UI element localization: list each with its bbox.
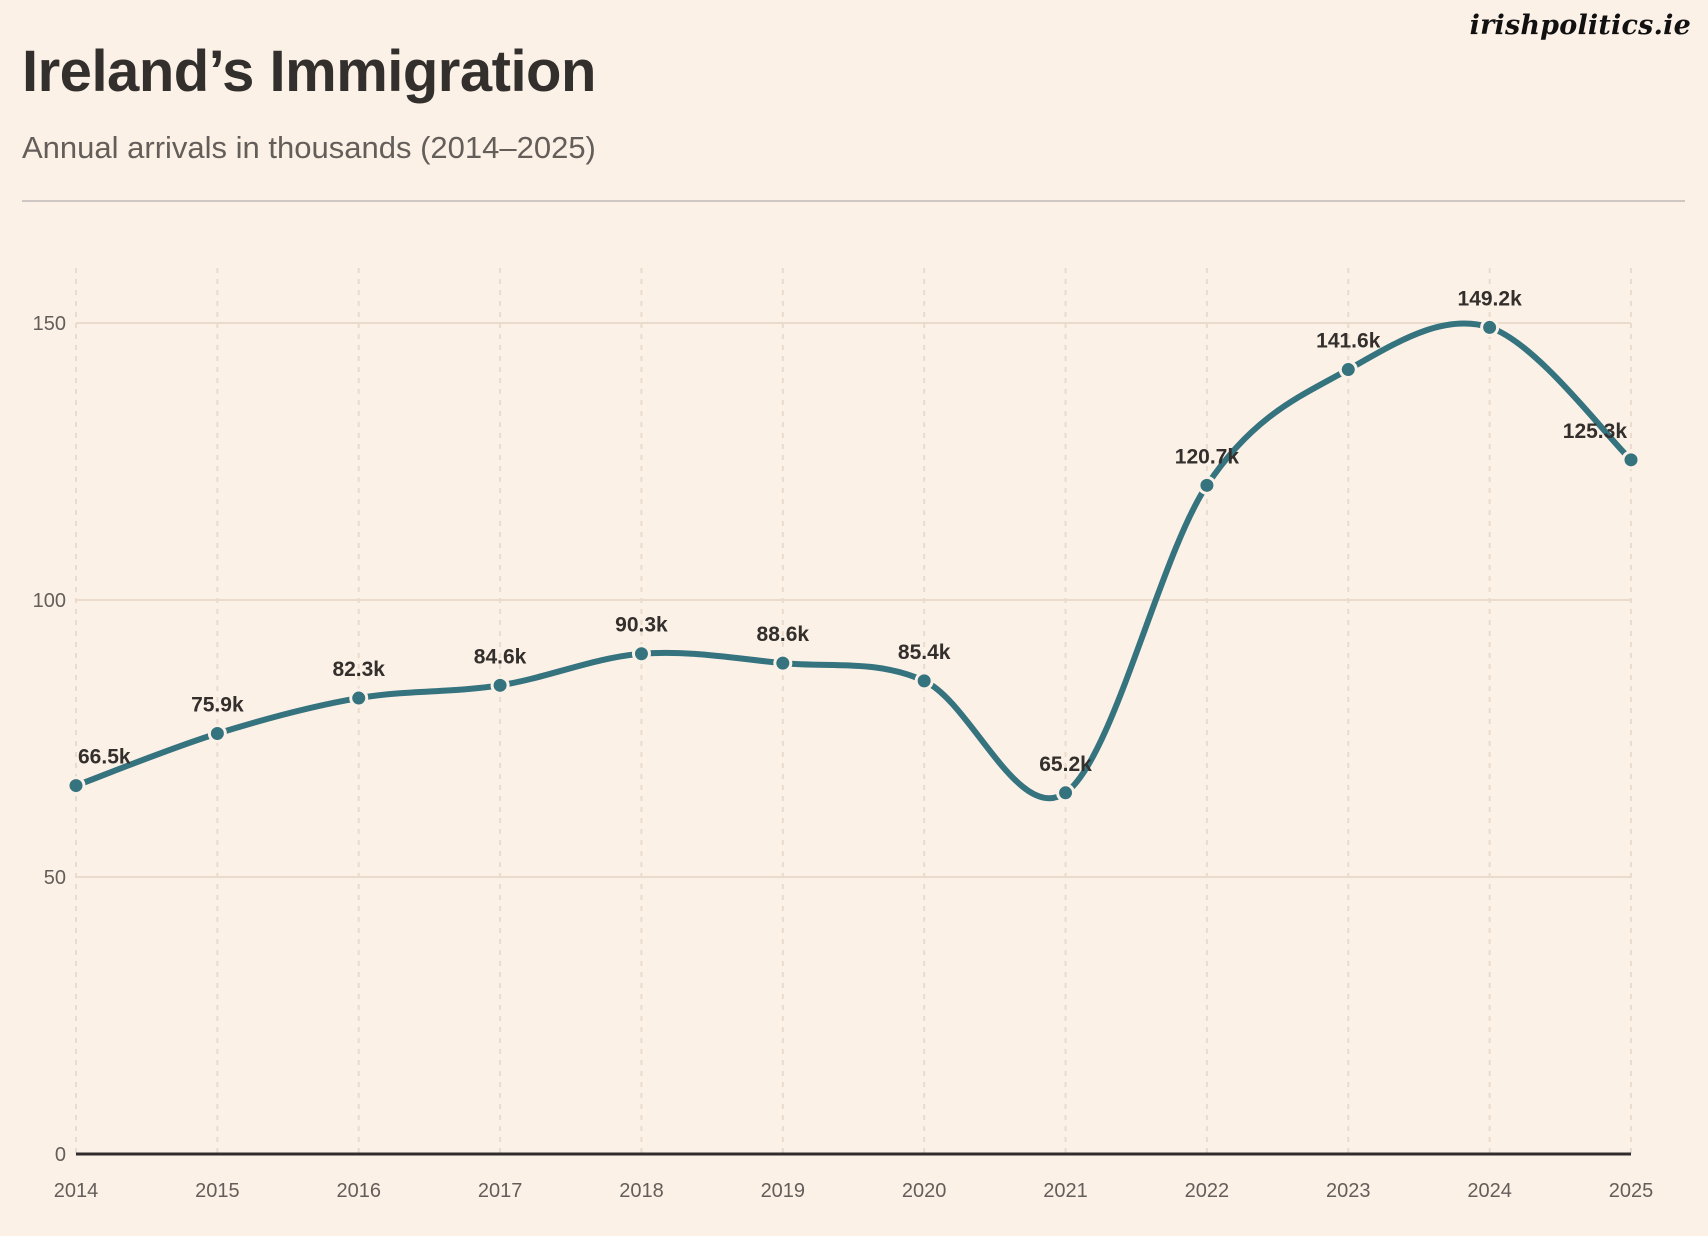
x-tick-label: 2022 <box>1185 1180 1230 1202</box>
y-tick-label: 150 <box>33 313 66 335</box>
x-tick-label: 2023 <box>1326 1180 1371 1202</box>
data-point <box>631 644 651 664</box>
data-point <box>66 776 86 796</box>
x-tick-label: 2024 <box>1467 1180 1512 1202</box>
x-axis-ticks: 2014 2015 2016 2017 2018 2019 2020 2021 2022 2023… <box>54 1180 1654 1202</box>
vertical-gridlines <box>75 268 1632 1154</box>
data-points <box>66 317 1641 803</box>
data-label: 84.6k <box>474 645 527 668</box>
data-point <box>1056 783 1076 803</box>
data-point <box>349 688 369 708</box>
y-tick-label: 50 <box>44 867 66 889</box>
horizontal-gridlines <box>76 322 1631 878</box>
data-point <box>207 724 227 744</box>
x-tick-label: 2021 <box>1043 1180 1088 1202</box>
y-axis-ticks: 0 50 100 150 <box>33 313 66 1166</box>
x-tick-label: 2025 <box>1609 1180 1654 1202</box>
series-line <box>73 320 1634 802</box>
header-divider <box>22 200 1685 202</box>
data-label: 88.6k <box>757 623 810 646</box>
data-label: 66.5k <box>78 746 131 769</box>
y-tick-label: 100 <box>33 590 66 612</box>
data-point <box>1197 475 1217 495</box>
data-label: 120.7k <box>1175 445 1240 468</box>
data-label: 125.3k <box>1563 420 1628 443</box>
x-tick-label: 2020 <box>902 1180 947 1202</box>
chart-subtitle: Annual arrivals in thousands (2014–2025) <box>22 130 596 165</box>
data-label: 82.3k <box>332 658 385 681</box>
data-label: 75.9k <box>191 694 244 717</box>
x-tick-label: 2019 <box>761 1180 806 1202</box>
chart-title: Ireland’s Immigration <box>22 39 596 104</box>
x-tick-label: 2014 <box>54 1180 99 1202</box>
data-point <box>773 653 793 673</box>
data-label: 90.3k <box>615 614 668 637</box>
data-label: 149.2k <box>1458 287 1523 310</box>
data-point <box>490 675 510 695</box>
data-label: 65.2k <box>1039 753 1092 776</box>
y-tick-label: 0 <box>55 1144 66 1166</box>
data-label: 141.6k <box>1316 330 1381 353</box>
data-point <box>1338 360 1358 380</box>
data-label: 85.4k <box>898 641 951 664</box>
data-labels: 66.5k 75.9k 82.3k 84.6k 90.3k 88.6k 85.4k 65.2k… <box>78 287 1627 775</box>
x-tick-label: 2015 <box>195 1180 240 1202</box>
brand-logo: irishpolitics.ie <box>1469 10 1691 41</box>
x-tick-label: 2017 <box>478 1180 523 1202</box>
data-point <box>914 671 934 691</box>
data-point <box>1480 317 1500 337</box>
data-point <box>1621 450 1641 470</box>
x-tick-label: 2018 <box>619 1180 664 1202</box>
x-tick-label: 2016 <box>336 1180 381 1202</box>
